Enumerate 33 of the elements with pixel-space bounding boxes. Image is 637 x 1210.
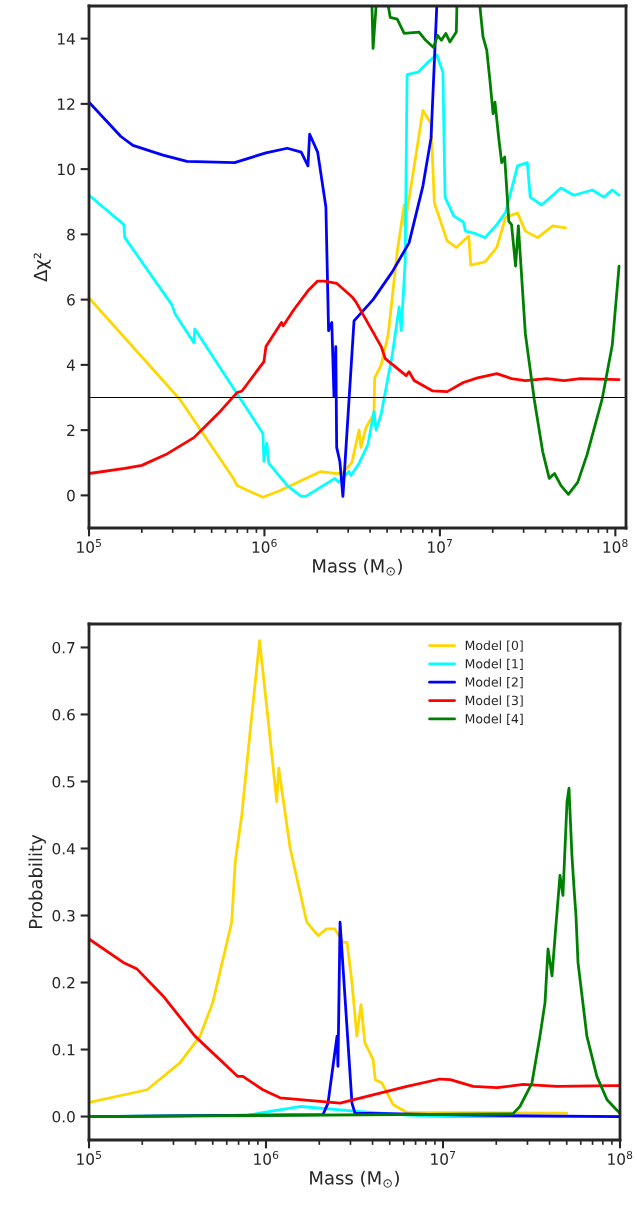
y-tick-label: 6 — [67, 294, 75, 306]
y-tick-label: 0.6 — [52, 708, 75, 721]
y-axis-title: Δχ² — [33, 253, 51, 282]
y-tick-label: 0.2 — [52, 976, 75, 989]
y-tick-label: 10 — [58, 163, 75, 176]
legend-label: Model [2] — [465, 677, 523, 689]
x-tick-label: 10$^{8}$ — [603, 538, 628, 553]
x-tick-label: 10$^{5}$ — [77, 539, 102, 553]
y-tick-label: 14 — [58, 33, 75, 45]
legend-label: Model [3] — [465, 695, 523, 707]
y-tick-label: 0.1 — [52, 1044, 75, 1056]
legend-label: Model [1] — [465, 658, 523, 670]
x-axis-title: Mass (M$_{⊙}$) — [313, 558, 402, 576]
y-tick-label: 8 — [67, 228, 75, 241]
y-tick-label: 4 — [66, 359, 75, 371]
x-tick-label: 10$^{5}$ — [77, 1151, 102, 1165]
y-axis-title: Probability — [28, 834, 46, 928]
y-tick-label: 12 — [58, 98, 75, 110]
x-tick-label: 10$^{6}$ — [252, 538, 277, 553]
y-tick-label: 0.7 — [52, 641, 75, 654]
x-tick-label: 10$^{6}$ — [254, 1150, 279, 1165]
x-tick-label: 10$^{8}$ — [608, 1150, 633, 1165]
y-tick-label: 0.5 — [52, 775, 75, 788]
legend-label: Model [0] — [465, 640, 523, 652]
y-tick-label: 0.4 — [52, 842, 75, 855]
legend-label: Model [4] — [465, 713, 523, 725]
y-tick-label: 0 — [67, 489, 75, 502]
y-tick-label: 0.3 — [52, 909, 75, 922]
y-tick-label: 2 — [67, 424, 75, 436]
y-tick-label: 0.0 — [52, 1111, 75, 1123]
x-tick-label: 10$^{7}$ — [431, 1151, 456, 1165]
x-tick-label: 10$^{7}$ — [428, 539, 452, 553]
x-axis-title: Mass (M$_{⊙}$) — [310, 1170, 399, 1188]
